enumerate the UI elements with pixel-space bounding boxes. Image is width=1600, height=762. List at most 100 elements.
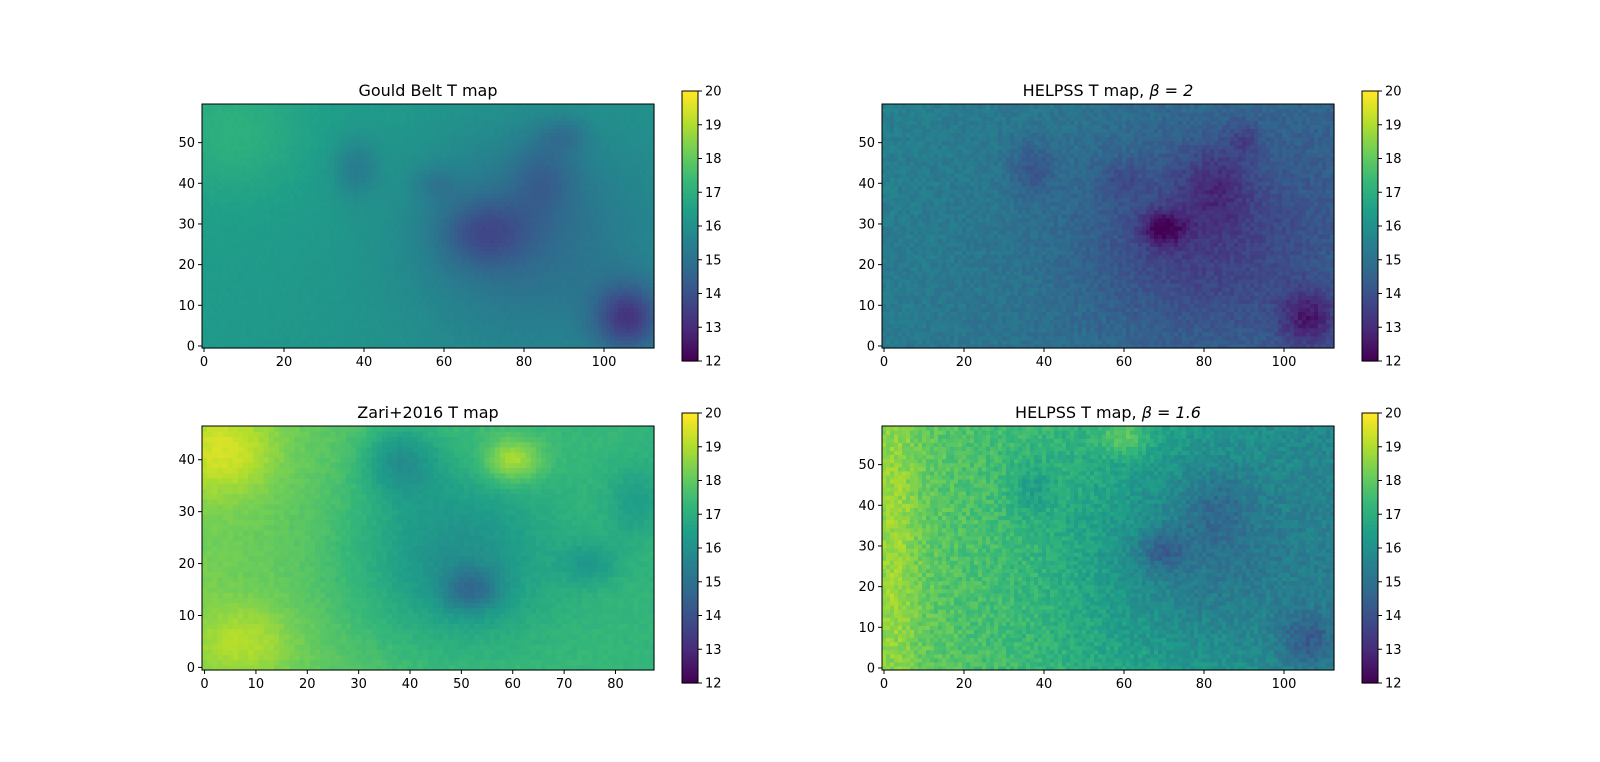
heatmap-cell	[318, 336, 323, 341]
heatmap-cell	[238, 230, 243, 235]
heatmap-cell	[554, 340, 559, 345]
heatmap-cell	[566, 271, 571, 276]
heatmap-cell	[494, 287, 499, 292]
heatmap-cell	[442, 202, 447, 207]
heatmap-cell	[242, 169, 247, 174]
heatmap-cell	[374, 336, 379, 341]
heatmap-cell	[546, 226, 551, 231]
heatmap-cell	[298, 218, 303, 223]
heatmap-cell	[294, 181, 299, 186]
heatmap-cell	[302, 185, 307, 190]
heatmap-cell	[610, 263, 615, 268]
heatmap-cell	[270, 291, 275, 296]
heatmap-cell	[226, 214, 231, 219]
heatmap-cell	[210, 271, 215, 276]
heatmap-cell	[446, 320, 451, 325]
heatmap-cell	[482, 173, 487, 178]
heatmap-cell	[282, 218, 287, 223]
heatmap-cell	[358, 169, 363, 174]
heatmap-cell	[334, 222, 339, 227]
heatmap-cell	[514, 222, 519, 227]
heatmap-cell	[406, 222, 411, 227]
heatmap-cell	[390, 222, 395, 227]
heatmap-cell	[486, 193, 491, 198]
heatmap-cell	[406, 311, 411, 316]
heatmap-cell	[530, 202, 535, 207]
heatmap-cell	[262, 169, 267, 174]
heatmap-cell	[318, 218, 323, 223]
heatmap-cell	[518, 328, 523, 333]
heatmap-cell	[630, 242, 635, 247]
heatmap-cell	[546, 177, 551, 182]
heatmap-cell	[322, 214, 327, 219]
heatmap-cell	[206, 275, 211, 280]
heatmap-cell	[466, 311, 471, 316]
heatmap-cell	[462, 328, 467, 333]
heatmap-cell	[290, 287, 295, 292]
heatmap-cell	[602, 259, 607, 264]
heatmap-cell	[238, 299, 243, 304]
heatmap-cell	[394, 198, 399, 203]
heatmap-cell	[262, 259, 267, 264]
heatmap-cell	[298, 307, 303, 312]
heatmap-cell	[238, 324, 243, 329]
heatmap-cell	[286, 267, 291, 272]
heatmap-cell	[558, 246, 563, 251]
heatmap-cell	[206, 234, 211, 239]
heatmap-cell	[226, 169, 231, 174]
heatmap-cell	[506, 177, 511, 182]
heatmap-cell	[562, 214, 567, 219]
heatmap-cell	[462, 206, 467, 211]
heatmap-cell	[470, 218, 475, 223]
heatmap-cell	[366, 275, 371, 280]
heatmap-cell	[566, 299, 571, 304]
heatmap-cell	[602, 254, 607, 259]
heatmap-cell	[362, 210, 367, 215]
heatmap-cell	[374, 332, 379, 337]
heatmap-cell	[262, 299, 267, 304]
heatmap-cell	[498, 340, 503, 345]
heatmap-cell	[550, 275, 555, 280]
heatmap-cell	[230, 267, 235, 272]
heatmap-cell	[534, 189, 539, 194]
heatmap-cell	[346, 259, 351, 264]
heatmap-cell	[254, 328, 259, 333]
heatmap-cell	[222, 189, 227, 194]
heatmap-cell	[538, 218, 543, 223]
heatmap-cell	[418, 295, 423, 300]
heatmap-cell	[354, 214, 359, 219]
heatmap-cell	[218, 202, 223, 207]
heatmap-cell	[206, 311, 211, 316]
heatmap-cell	[590, 222, 595, 227]
heatmap-cell	[566, 283, 571, 288]
heatmap-cell	[558, 193, 563, 198]
heatmap-cell	[314, 222, 319, 227]
heatmap-cell	[354, 283, 359, 288]
heatmap-cell	[626, 193, 631, 198]
heatmap-cell	[458, 320, 463, 325]
heatmap-cell	[494, 315, 499, 320]
heatmap-cell	[522, 238, 527, 243]
heatmap-cell	[214, 283, 219, 288]
heatmap-cell	[350, 311, 355, 316]
heatmap-cell	[598, 226, 603, 231]
heatmap-cell	[562, 238, 567, 243]
heatmap-cell	[370, 340, 375, 345]
heatmap-cell	[566, 222, 571, 227]
heatmap-cell	[234, 291, 239, 296]
heatmap-cell	[326, 324, 331, 329]
heatmap-cell	[226, 210, 231, 215]
heatmap-cell	[454, 291, 459, 296]
heatmap-cell	[346, 242, 351, 247]
heatmap-cell	[562, 250, 567, 255]
heatmap-cell	[334, 324, 339, 329]
heatmap-cell	[378, 234, 383, 239]
heatmap-cell	[558, 259, 563, 264]
heatmap-cell	[430, 340, 435, 345]
heatmap-cell	[630, 189, 635, 194]
heatmap-cell	[470, 185, 475, 190]
heatmap-cell	[522, 189, 527, 194]
heatmap-cell	[286, 242, 291, 247]
heatmap-cell	[626, 275, 631, 280]
heatmap-cell	[414, 177, 419, 182]
